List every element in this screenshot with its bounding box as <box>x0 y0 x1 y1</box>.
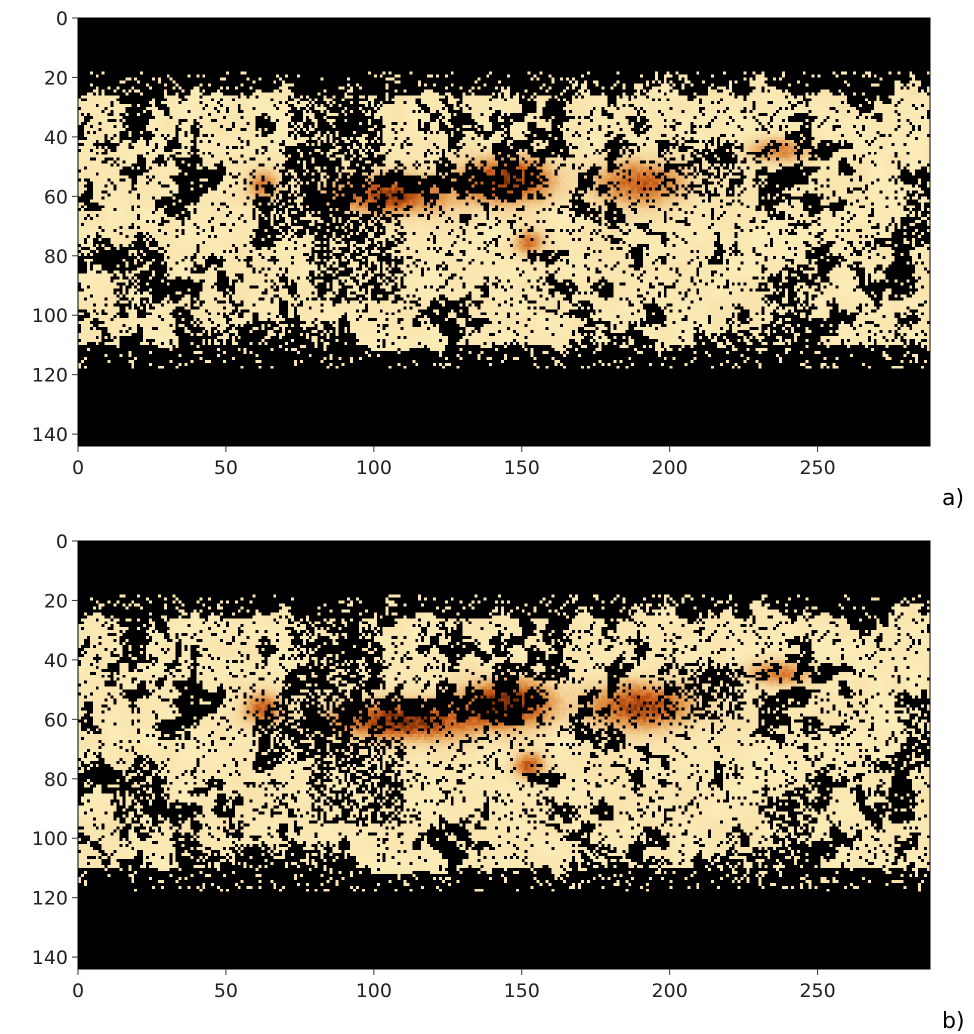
y-tick-label: 0 <box>56 8 68 30</box>
axes-frame <box>77 540 931 970</box>
y-tick-label: 20 <box>44 590 68 612</box>
x-tick-label: 150 <box>504 980 540 1002</box>
heatmap-image <box>78 18 930 446</box>
x-tick-label: 0 <box>72 457 84 479</box>
panel-b: 0 50 100 150 200 250 0 20 40 60 80 100 120 140 b) <box>32 531 965 1034</box>
panel-label: b) <box>942 1009 965 1034</box>
y-tick-label: 120 <box>32 365 68 387</box>
y-tick-label: 140 <box>32 424 68 446</box>
axes-frame <box>77 17 931 447</box>
x-tick-label: 100 <box>356 980 392 1002</box>
y-tick-label: 60 <box>44 186 68 208</box>
y-tick-label: 40 <box>44 127 68 149</box>
y-tick-label: 80 <box>44 246 68 268</box>
y-tick-label: 40 <box>44 650 68 672</box>
y-tick-label: 20 <box>44 67 68 89</box>
x-tick-label: 50 <box>214 457 238 479</box>
panel-a: 0 50 100 150 200 250 0 20 40 60 80 100 120 140 a) <box>32 8 964 511</box>
x-tick-label: 200 <box>652 457 688 479</box>
heatmap-image <box>78 541 930 969</box>
x-tick-label: 250 <box>799 457 835 479</box>
y-tick-label: 0 <box>56 531 68 553</box>
panel-label: a) <box>942 486 964 511</box>
x-tick-label: 0 <box>72 980 84 1002</box>
y-tick-label: 80 <box>44 769 68 791</box>
y-tick-label: 100 <box>32 828 68 850</box>
x-tick-label: 250 <box>799 980 835 1002</box>
y-tick-label: 60 <box>44 709 68 731</box>
y-tick-label: 100 <box>32 305 68 327</box>
x-tick-label: 50 <box>214 980 238 1002</box>
x-tick-label: 100 <box>356 457 392 479</box>
x-tick-label: 200 <box>652 980 688 1002</box>
x-tick-label: 150 <box>504 457 540 479</box>
y-tick-label: 120 <box>32 888 68 910</box>
y-tick-label: 140 <box>32 947 68 969</box>
